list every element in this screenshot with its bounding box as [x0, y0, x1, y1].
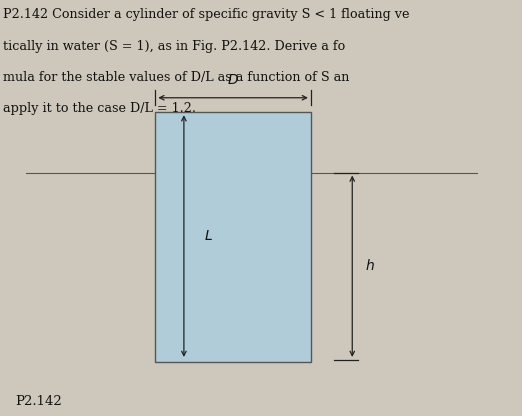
Text: h: h [365, 259, 374, 273]
Text: L: L [205, 229, 212, 243]
Text: D: D [228, 73, 239, 87]
Text: mula for the stable values of D/L as a function of S an: mula for the stable values of D/L as a f… [3, 71, 349, 84]
Text: tically in water (S = 1), as in Fig. P2.142. Derive a fo: tically in water (S = 1), as in Fig. P2.… [3, 40, 345, 52]
Bar [156, 112, 311, 362]
Text: apply it to the case D/L = 1.2.: apply it to the case D/L = 1.2. [3, 102, 196, 115]
Text: P2.142 Consider a cylinder of specific gravity S < 1 floating ve: P2.142 Consider a cylinder of specific g… [3, 8, 409, 21]
Text: P2.142: P2.142 [16, 395, 62, 408]
